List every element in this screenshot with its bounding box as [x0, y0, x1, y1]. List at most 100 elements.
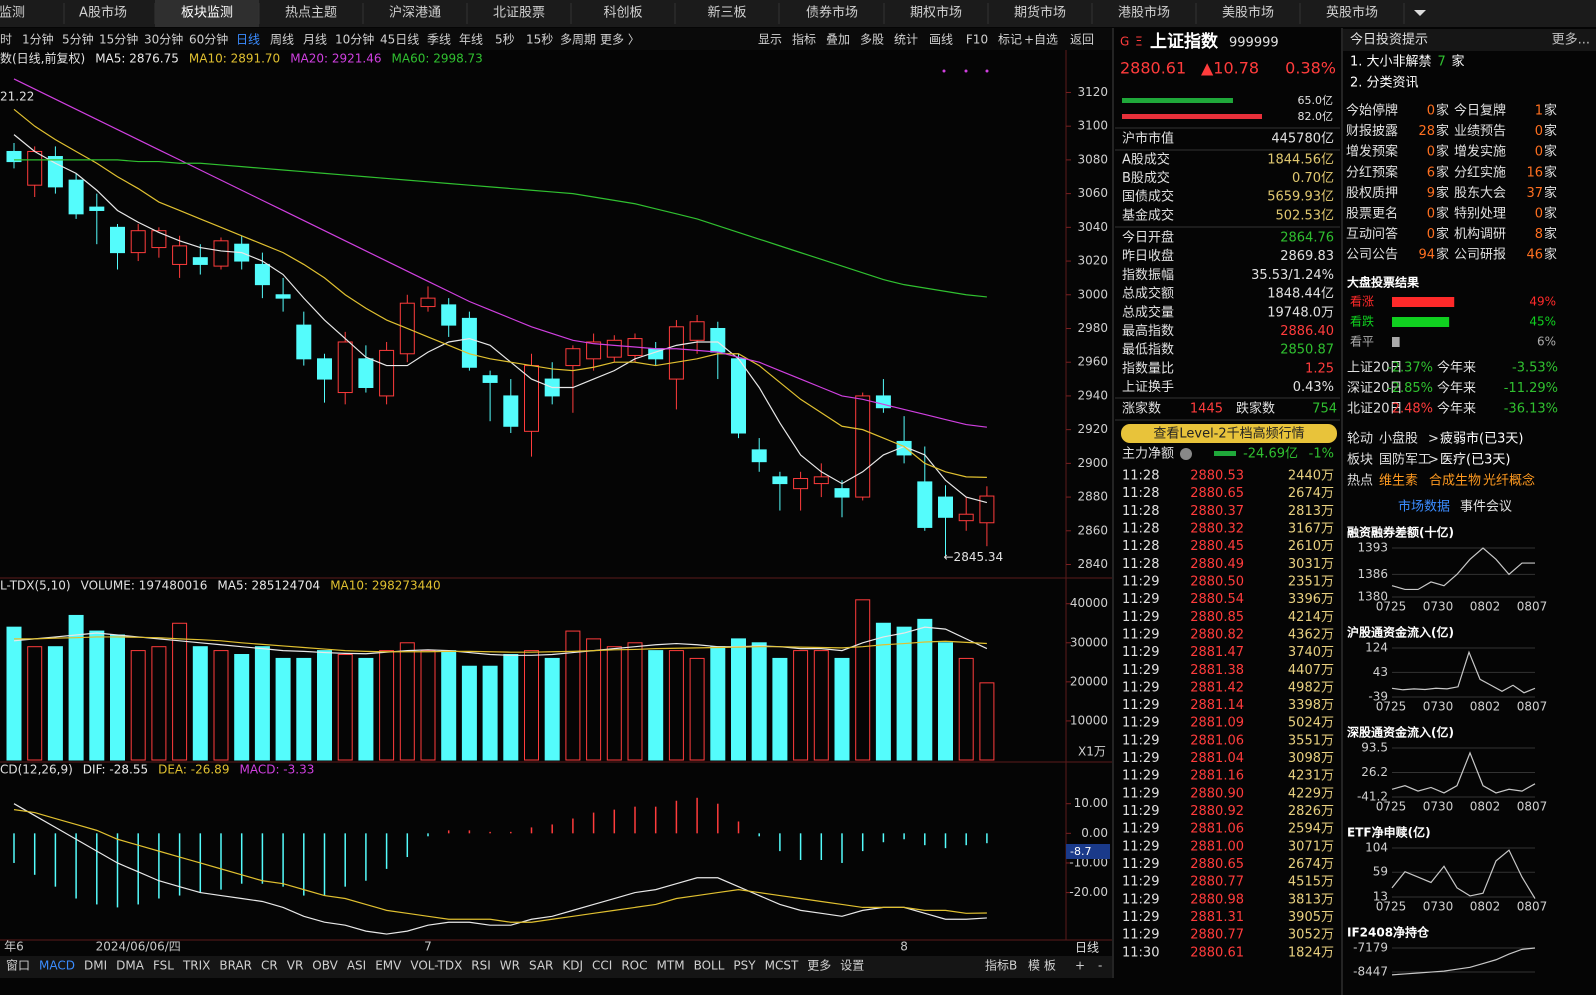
indicator-tab[interactable]: EMV: [375, 959, 402, 973]
indicator-tab[interactable]: BRAR: [219, 959, 252, 973]
indicator-tab[interactable]: 设置: [840, 959, 864, 973]
panel-button[interactable]: -: [1098, 959, 1102, 973]
indicator-tab[interactable]: SAR: [529, 959, 553, 973]
period-button[interactable]: 更多 〉: [600, 33, 640, 47]
candle-body: [958, 513, 974, 522]
indicator-tab[interactable]: CR: [261, 959, 278, 973]
volume-bar: [917, 618, 933, 761]
tool-button[interactable]: 标记: [998, 33, 1022, 47]
tick-volume: 3740万: [1288, 645, 1334, 660]
more-link[interactable]: 更多...: [1552, 32, 1590, 48]
indicator-tab[interactable]: KDJ: [562, 959, 583, 973]
period-button[interactable]: 时: [0, 33, 12, 47]
indicator-tab[interactable]: BOLL: [694, 959, 725, 973]
indicator-tab[interactable]: MCST: [765, 959, 799, 973]
indicator-tab[interactable]: RSI: [471, 959, 491, 973]
indicator-tab[interactable]: MACD: [39, 959, 75, 973]
nav-tab[interactable]: A股市场: [79, 5, 127, 21]
period-button[interactable]: 5秒: [495, 33, 515, 47]
count-unit: 家: [1436, 164, 1449, 180]
tick-time: 11:29: [1122, 733, 1159, 748]
nav-tab[interactable]: 港股市场: [1118, 5, 1170, 21]
nav-tab[interactable]: 期权市场: [910, 5, 962, 21]
indicator-tab[interactable]: DMA: [116, 959, 145, 973]
indicator-tab[interactable]: ROC: [621, 959, 647, 973]
candle-body: [710, 327, 726, 353]
row-value: 445780亿: [1271, 132, 1334, 147]
tick-price: 2881.31: [1190, 910, 1244, 925]
x-tick-label: 0730: [1423, 800, 1454, 814]
tool-button[interactable]: 返回: [1070, 33, 1094, 47]
panel-button[interactable]: 模 板: [1028, 959, 1056, 973]
info-icon[interactable]: [1180, 448, 1192, 460]
nav-tab[interactable]: 板块监测: [181, 6, 233, 21]
hot-topic[interactable]: 合成生物: [1429, 474, 1481, 489]
period-button[interactable]: 1分钟: [22, 32, 54, 47]
hot-topic[interactable]: 维生素: [1379, 474, 1418, 489]
period-button[interactable]: 月线: [303, 33, 327, 47]
indicator-tab[interactable]: 更多: [807, 959, 831, 973]
tick-time: 11:29: [1122, 875, 1159, 890]
tool-button[interactable]: 叠加: [826, 33, 850, 47]
nav-tab[interactable]: 债券市场: [806, 5, 858, 21]
indicator-tab[interactable]: ASI: [347, 959, 366, 973]
tool-button[interactable]: 统计: [894, 33, 918, 47]
tool-button[interactable]: +自选: [1024, 33, 1058, 47]
indicator-tab[interactable]: CCI: [592, 959, 612, 973]
indicator-tab[interactable]: PSY: [733, 959, 756, 973]
volume-bar: [234, 654, 250, 761]
indicator-tab[interactable]: FSL: [153, 959, 174, 973]
period-button[interactable]: 周线: [270, 33, 294, 47]
tool-button[interactable]: 指标: [792, 32, 816, 47]
indicator-tab[interactable]: VOL-TDX: [410, 959, 462, 973]
nav-tab[interactable]: 美股市场: [1222, 5, 1274, 21]
period-button[interactable]: 5分钟: [62, 32, 94, 47]
indicator-tab[interactable]: DMI: [84, 959, 107, 973]
period-button[interactable]: 15分钟: [99, 32, 138, 47]
period-button[interactable]: 年线: [459, 33, 483, 47]
hot-topic[interactable]: 光纤概念: [1483, 473, 1535, 489]
nav-tab[interactable]: 沪深港通: [389, 5, 441, 21]
period-button[interactable]: 30分钟: [144, 32, 183, 47]
period-button[interactable]: 季线: [427, 33, 451, 47]
tool-button[interactable]: 画线: [929, 33, 953, 47]
nav-tab[interactable]: 北证股票: [493, 6, 545, 21]
tick-volume: 3905万: [1288, 910, 1334, 925]
level2-button-bg[interactable]: [1121, 424, 1337, 443]
sub-tab[interactable]: 事件会议: [1460, 500, 1512, 515]
indicator-tab[interactable]: TRIX: [182, 959, 210, 973]
nav-tab[interactable]: 新三板: [707, 5, 746, 21]
nav-tab[interactable]: 热点主题: [285, 6, 337, 21]
tool-button[interactable]: F10: [966, 33, 988, 47]
indicator-tab[interactable]: VR: [287, 959, 304, 973]
unit-label: X1万: [1078, 745, 1106, 759]
y-tick-label: -20.00: [1069, 885, 1108, 899]
panel-button[interactable]: +: [1075, 959, 1085, 973]
tool-button[interactable]: 多股: [860, 33, 884, 47]
nav-tab[interactable]: 科创板: [603, 6, 642, 21]
period-button[interactable]: 15秒: [526, 33, 553, 47]
period-button[interactable]: 45日线: [380, 33, 419, 47]
tick-volume: 2826万: [1288, 804, 1334, 819]
dropdown-arrow[interactable]: [1414, 10, 1426, 16]
period-button[interactable]: 10分钟: [335, 32, 374, 47]
volume-bar: [586, 638, 602, 761]
nav-tab[interactable]: 期货市场: [1014, 5, 1066, 21]
nav-tab[interactable]: 英股市场: [1326, 5, 1378, 21]
count-value: 0: [1427, 104, 1435, 119]
level2-button[interactable]: 查看Level-2千档高频行情: [1153, 426, 1304, 442]
tip: 1. 大小非解禁: [1350, 55, 1432, 70]
sub-tab[interactable]: 市场数据: [1398, 499, 1450, 515]
indicator-tab[interactable]: MTM: [657, 959, 685, 973]
nav-tab[interactable]: 监测: [0, 6, 25, 21]
amount-bar: [1122, 114, 1262, 119]
count-value: 0: [1535, 124, 1543, 139]
indicator-tab[interactable]: 窗口: [6, 959, 30, 973]
period-button[interactable]: 60分钟: [189, 32, 228, 47]
period-button[interactable]: 多周期: [560, 33, 596, 47]
indicator-tab[interactable]: WR: [500, 959, 520, 973]
period-button[interactable]: 日线: [236, 33, 260, 47]
indicator-tab[interactable]: OBV: [312, 959, 338, 973]
tool-button[interactable]: 显示: [758, 33, 782, 47]
panel-button[interactable]: 指标B: [985, 958, 1017, 973]
